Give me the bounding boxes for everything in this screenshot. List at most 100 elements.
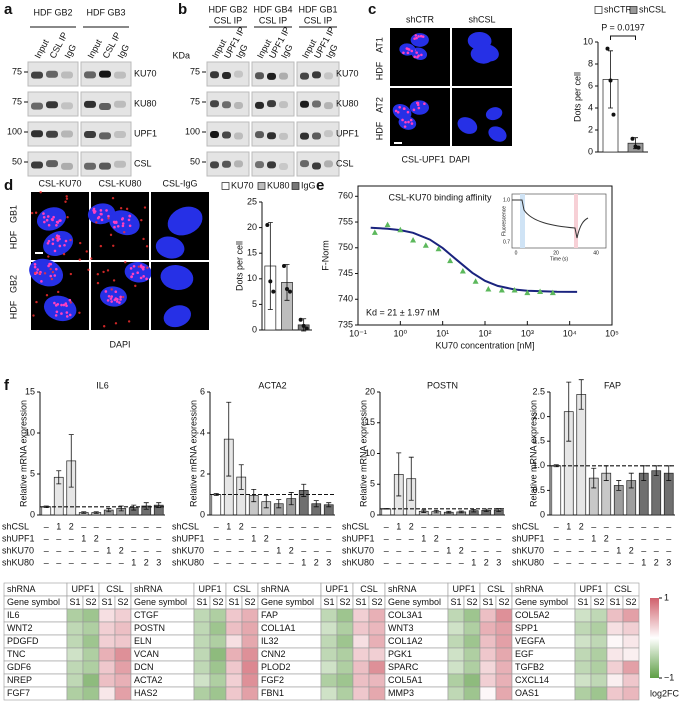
gene-symbol: PDGFD <box>7 636 39 646</box>
protein-label: KU80 <box>336 98 359 108</box>
condition-mark: – <box>654 521 659 531</box>
condition-mark: 2 <box>409 521 414 531</box>
y-axis-label: F-Norm <box>320 240 330 271</box>
bar <box>211 494 222 516</box>
foci <box>113 298 117 302</box>
heat-cell <box>463 621 481 636</box>
condition-mark: – <box>459 533 464 543</box>
row-label: GB2 <box>8 275 18 293</box>
band <box>255 161 264 169</box>
data-point <box>282 264 286 268</box>
condition-mark: – <box>666 545 671 555</box>
heat-cell <box>590 647 608 662</box>
gene-symbol: COL1A2 <box>388 636 423 646</box>
header-cell: Gene symbol <box>261 597 314 607</box>
error-bar <box>446 510 452 514</box>
foci <box>59 219 62 222</box>
foci <box>130 275 134 278</box>
y-axis-label: Relative mRNA expression <box>528 400 538 507</box>
foci <box>142 237 145 241</box>
x-tick-label: 10³ <box>521 328 534 338</box>
inset-label: Fluorescence <box>501 206 507 236</box>
heat-cell <box>82 660 100 675</box>
gene-symbol: COL1A1 <box>261 623 296 633</box>
band <box>84 71 96 79</box>
panel-label: f <box>4 377 10 394</box>
error-bar <box>131 504 137 511</box>
foci <box>406 51 410 55</box>
foci <box>45 218 49 222</box>
data-point <box>630 136 635 141</box>
heat-cell <box>574 608 592 623</box>
heat-cell <box>463 660 481 675</box>
heat-cell <box>320 608 338 623</box>
condition-mark: – <box>226 545 231 555</box>
condition-mark: – <box>106 557 111 567</box>
condition-mark: – <box>156 521 161 531</box>
condition-mark: 2 <box>119 545 124 555</box>
condition-mark: 1 <box>566 521 571 531</box>
data-point <box>472 278 479 284</box>
condition-mark: – <box>44 557 49 567</box>
x-tick-label: 10⁰ <box>394 328 408 338</box>
foci <box>120 218 124 221</box>
condition-mark: – <box>384 533 389 543</box>
header-cell: shRNA <box>134 584 163 594</box>
condition-mark: – <box>459 557 464 567</box>
bar <box>551 465 562 516</box>
heat-cell <box>479 634 497 649</box>
heat-cell <box>98 608 116 623</box>
y-tick-label: 0 <box>370 509 375 519</box>
header-cell: Gene symbol <box>7 597 60 607</box>
nucleus <box>160 265 194 290</box>
heat-cell <box>114 673 132 688</box>
foci <box>123 230 126 234</box>
header-cell: shRNA <box>388 584 417 594</box>
foci <box>68 313 72 317</box>
foci <box>53 249 57 253</box>
band <box>324 160 333 168</box>
heat-cell <box>495 673 513 688</box>
foci <box>416 101 420 105</box>
gene-symbol: MMP3 <box>388 688 414 698</box>
condition-mark: – <box>384 557 389 567</box>
colorbar-label: −1 <box>664 672 674 682</box>
condition-mark: – <box>616 533 621 543</box>
error-bar <box>421 509 427 513</box>
condition-mark: 2 <box>459 545 464 555</box>
row-label: shUPF1 <box>342 533 375 543</box>
foci <box>121 224 125 228</box>
foci <box>128 224 132 228</box>
header-cell: CSL <box>614 584 632 594</box>
y-tick-label: 0 <box>588 146 593 156</box>
foci <box>92 207 96 211</box>
condition-mark: – <box>264 545 269 555</box>
colorbar-label: 1 <box>664 592 669 602</box>
condition-mark: – <box>81 557 86 567</box>
error-bar <box>326 502 332 508</box>
data-point <box>447 257 454 264</box>
y-tick-label: 10 <box>25 427 35 437</box>
heat-cell <box>574 621 592 636</box>
heat-cell <box>66 686 84 701</box>
heat-cell <box>225 673 243 688</box>
y-tick-label: 2.0 <box>532 411 545 421</box>
heat-cell <box>495 608 513 623</box>
condition-mark: – <box>226 557 231 567</box>
heat-cell <box>479 647 497 662</box>
foci <box>140 218 143 222</box>
foci <box>53 301 56 305</box>
band <box>234 160 243 168</box>
data-point <box>498 286 505 293</box>
y-tick-label: 10 <box>583 36 593 46</box>
band <box>210 71 219 79</box>
condition-mark: – <box>471 521 476 531</box>
column-header: CSL-KU70 <box>38 178 81 188</box>
y-tick-label: 20 <box>365 386 375 396</box>
kda-marker: 75 <box>190 66 200 76</box>
inset-trace <box>512 199 589 239</box>
condition-mark: 1 <box>446 545 451 555</box>
condition-mark: – <box>239 557 244 567</box>
heat-cell <box>463 608 481 623</box>
y-axis-label: Dots per cell <box>234 241 244 291</box>
